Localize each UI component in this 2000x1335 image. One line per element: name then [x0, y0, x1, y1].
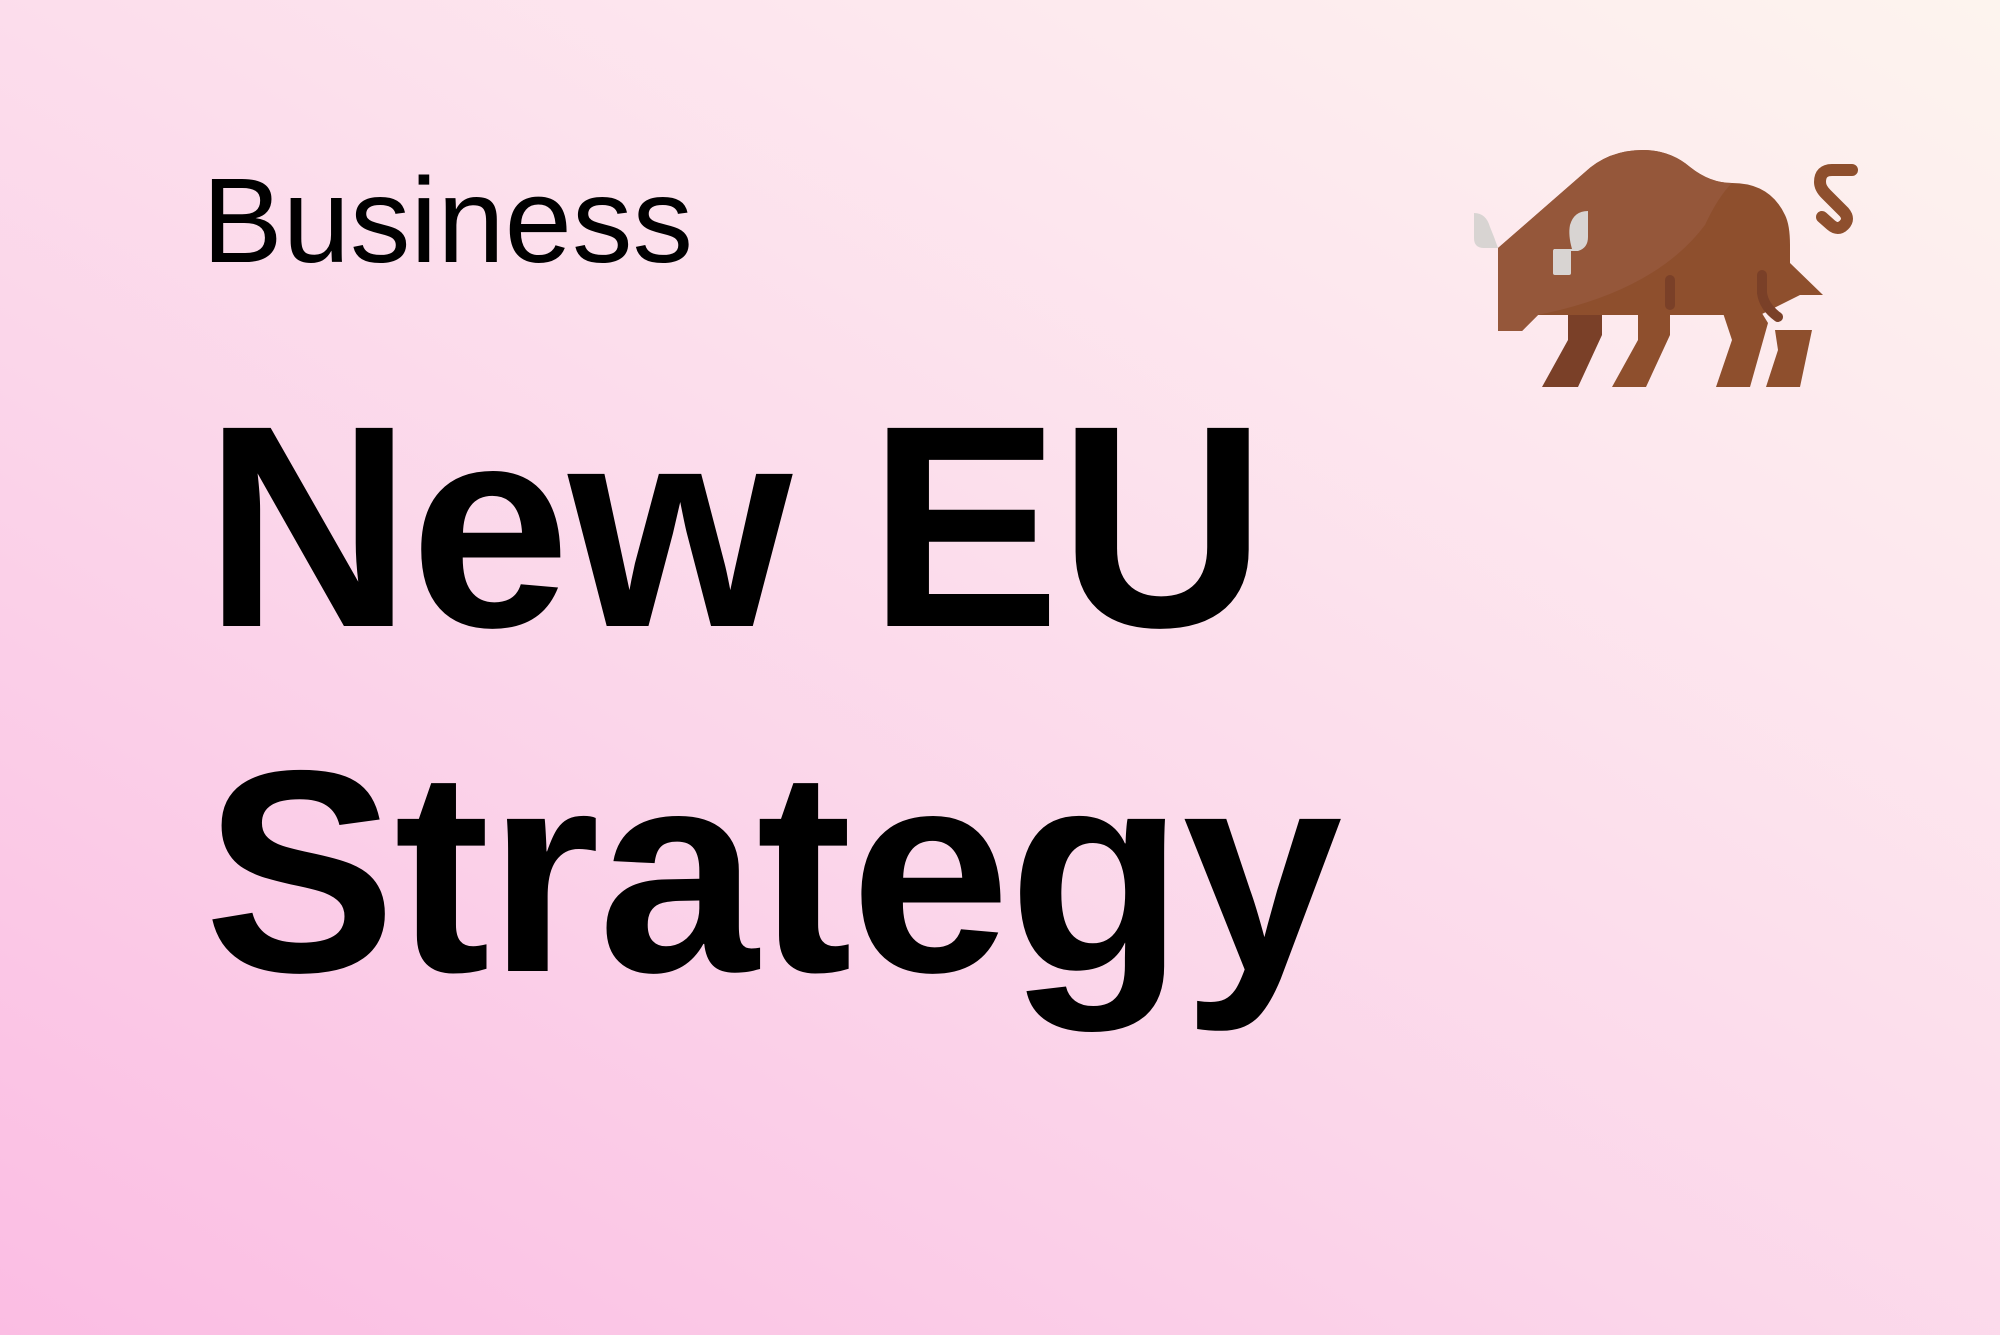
category-label: Business	[202, 152, 693, 288]
headline-line-2: Strategy	[204, 711, 1342, 1033]
headline: New EU Strategy	[204, 355, 1342, 1045]
bison-icon	[1474, 150, 1858, 387]
headline-line-1: New EU	[204, 366, 1266, 688]
